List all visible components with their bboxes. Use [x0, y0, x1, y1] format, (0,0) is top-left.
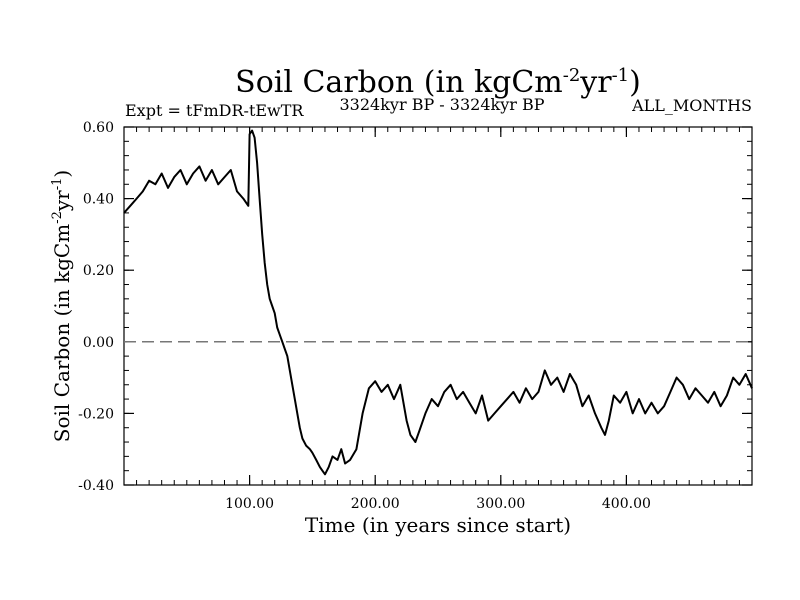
y-axis-label: Soil Carbon (in kgCm-2yr-1) — [50, 170, 74, 442]
title-sup-2: -1 — [612, 65, 630, 86]
y-tick-label: 0.00 — [83, 335, 114, 351]
minor-ticks — [124, 127, 752, 485]
title-end: ) — [629, 65, 641, 100]
ylabel-sup-1: -2 — [50, 211, 65, 224]
x-axis-ticks: 100.00 200.00 300.00 400.00 — [225, 127, 651, 512]
title-mid: yr — [579, 65, 612, 100]
x-tick-label: 300.00 — [476, 496, 525, 512]
subtitle-months: ALL_MONTHS — [631, 96, 752, 115]
ylabel-main: Soil Carbon (in kgCm — [50, 224, 74, 442]
subtitle-period: 3324kyr BP - 3324kyr BP — [340, 95, 545, 114]
title-main: Soil Carbon (in kgCm — [235, 65, 563, 100]
ylabel-mid: yr — [50, 190, 74, 212]
chart-title: Soil Carbon (in kgCm-2yr-1) — [235, 65, 641, 100]
y-tick-label: 0.60 — [83, 120, 114, 136]
y-axis-ticks: -0.40 -0.20 0.00 0.20 0.40 0.60 — [78, 120, 752, 494]
y-tick-label: -0.20 — [78, 406, 114, 422]
title-sup-1: -2 — [563, 65, 581, 86]
ylabel-end: ) — [50, 170, 74, 178]
x-tick-label: 400.00 — [602, 496, 651, 512]
x-axis-label: Time (in years since start) — [305, 513, 571, 537]
plot-frame — [123, 126, 753, 486]
y-tick-label: 0.40 — [83, 192, 114, 208]
x-tick-label: 200.00 — [351, 496, 400, 512]
soil-carbon-series-line — [123, 129, 753, 476]
y-tick-label: 0.20 — [83, 263, 114, 279]
y-tick-label: -0.40 — [78, 478, 114, 494]
ylabel-sup-2: -1 — [50, 178, 65, 191]
subtitle-experiment: Expt = tFmDR-tEwTR — [125, 101, 304, 120]
x-tick-label: 100.00 — [225, 496, 274, 512]
